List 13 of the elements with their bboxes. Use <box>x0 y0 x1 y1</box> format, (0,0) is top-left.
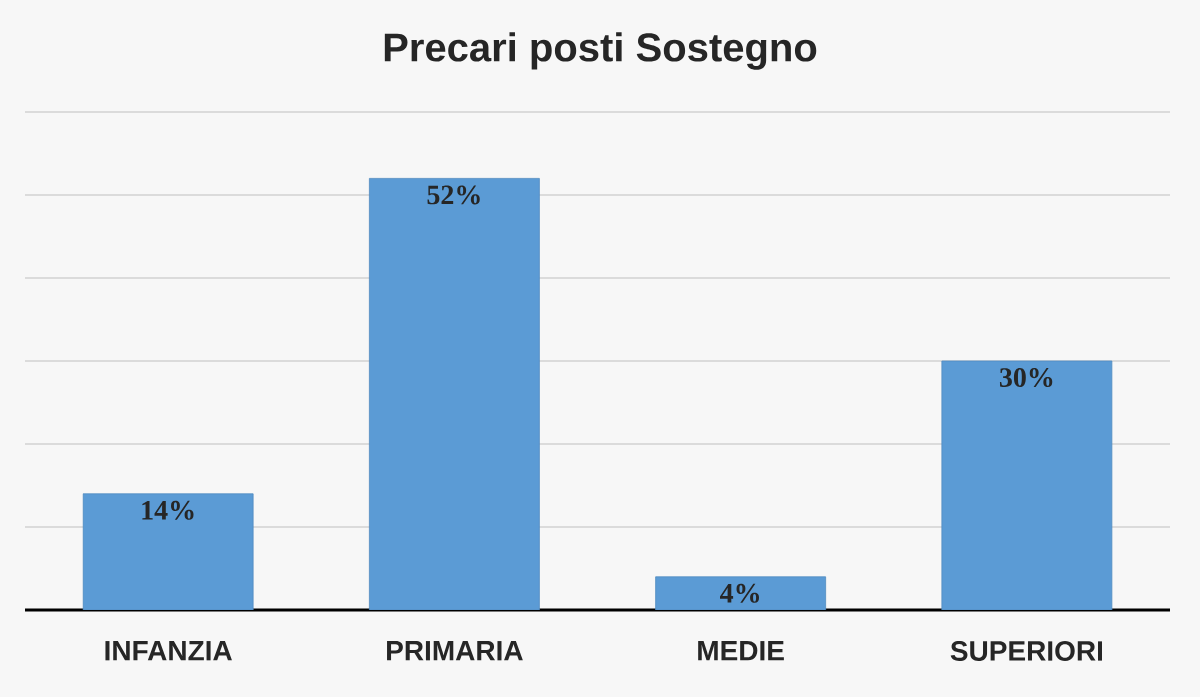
chart-title: Precari posti Sostegno <box>384 32 817 70</box>
data-label: 52% <box>427 185 480 205</box>
x-tick-label: INFANZIA <box>105 641 232 661</box>
x-tick-label: MEDIE <box>698 641 784 661</box>
bar <box>368 178 540 610</box>
bar <box>941 360 1113 610</box>
data-label: 30% <box>999 368 1053 388</box>
bar <box>655 576 827 610</box>
data-label: 4% <box>720 583 759 603</box>
bar <box>82 493 254 610</box>
x-tick-label: SUPERIORI <box>950 641 1103 661</box>
x-tick-label: PRIMARIA <box>387 641 523 661</box>
data-label: 14% <box>142 500 194 520</box>
